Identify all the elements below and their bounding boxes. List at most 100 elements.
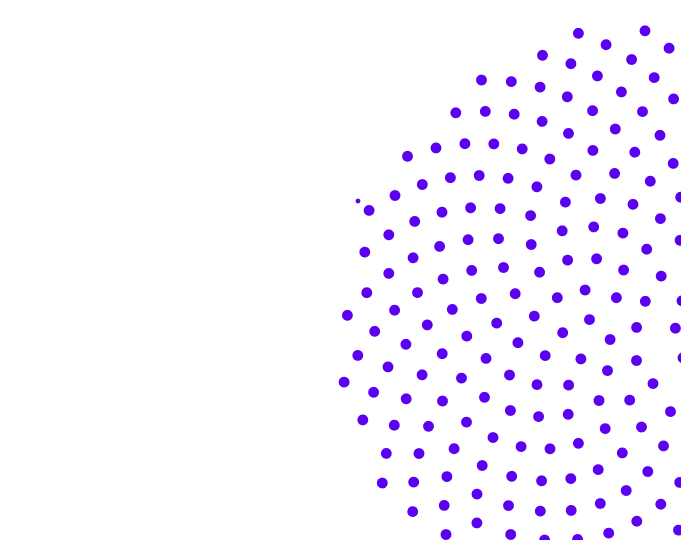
pattern-dot xyxy=(357,414,369,426)
pattern-dot xyxy=(438,500,450,511)
pattern-dot xyxy=(565,505,577,516)
pattern-dot xyxy=(670,322,681,334)
pattern-dot xyxy=(409,216,421,227)
pattern-dot xyxy=(544,153,556,165)
pattern-dot xyxy=(437,395,448,407)
pattern-dot xyxy=(609,123,621,135)
pattern-dot xyxy=(673,524,681,536)
pattern-dot xyxy=(471,488,483,500)
pattern-dot xyxy=(534,505,546,517)
pattern-dot xyxy=(462,234,474,246)
pattern-dot xyxy=(480,353,492,364)
pattern-dot xyxy=(642,466,654,477)
pattern-dot xyxy=(631,515,643,527)
pattern-dot xyxy=(461,330,473,342)
pattern-dot xyxy=(505,405,516,416)
pattern-dot xyxy=(400,338,412,350)
pattern-dot xyxy=(493,233,504,245)
pattern-dot xyxy=(416,179,428,190)
pattern-dot xyxy=(436,206,448,218)
pattern-dot xyxy=(631,322,642,333)
pattern-dot xyxy=(676,295,681,307)
pattern-dot xyxy=(655,270,667,282)
pattern-dot xyxy=(595,193,606,204)
pattern-dot xyxy=(505,529,517,540)
pattern-dot xyxy=(575,353,587,365)
pattern-dot xyxy=(502,172,514,184)
pattern-dot xyxy=(505,76,517,87)
pattern-dot xyxy=(363,205,375,216)
pattern-dot xyxy=(466,265,478,276)
pattern-dot xyxy=(557,327,569,339)
pattern-dot xyxy=(479,106,491,117)
pattern-dot xyxy=(644,175,656,187)
pattern-dot xyxy=(556,225,568,237)
pattern-dot xyxy=(531,379,543,390)
pattern-dot xyxy=(592,70,603,82)
pattern-dot xyxy=(591,253,602,265)
pattern-dot xyxy=(421,319,433,331)
dot-group xyxy=(338,25,681,540)
pattern-dot xyxy=(600,39,612,51)
pattern-dot xyxy=(565,473,577,484)
pattern-dot xyxy=(512,337,524,349)
pattern-dot xyxy=(639,295,651,307)
pattern-dot xyxy=(562,254,573,266)
pattern-dot xyxy=(440,529,452,540)
pattern-dot xyxy=(525,210,536,222)
pattern-dot xyxy=(473,170,485,181)
pattern-dot xyxy=(584,314,595,325)
pattern-dot xyxy=(402,150,413,162)
pattern-dot xyxy=(503,500,514,511)
pattern-dot xyxy=(412,287,423,298)
pattern-dot xyxy=(674,477,681,488)
pattern-dot xyxy=(604,334,616,345)
pattern-dot xyxy=(639,25,651,37)
pattern-dot xyxy=(551,292,563,304)
pattern-dot xyxy=(675,191,681,203)
pattern-dot xyxy=(445,172,456,184)
pattern-dot xyxy=(534,81,546,93)
pattern-dot xyxy=(563,379,574,391)
pattern-dot xyxy=(441,471,453,482)
pattern-dot xyxy=(456,372,467,384)
pattern-dot xyxy=(508,108,520,120)
pattern-dot xyxy=(491,317,503,329)
pattern-dot xyxy=(536,116,548,127)
pattern-dot xyxy=(516,143,528,155)
pattern-dot xyxy=(593,395,605,406)
pattern-dot xyxy=(616,86,627,98)
pattern-dot xyxy=(594,498,606,509)
pattern-dot xyxy=(488,138,500,150)
pattern-dot xyxy=(655,498,667,510)
pattern-dot xyxy=(570,169,582,181)
pattern-dot xyxy=(476,74,487,86)
pattern-dot xyxy=(665,406,676,417)
pattern-dot xyxy=(504,369,515,381)
pattern-dot xyxy=(369,325,381,337)
pattern-dot xyxy=(573,27,584,39)
pattern-dot xyxy=(408,476,420,488)
pattern-dot xyxy=(587,105,598,117)
pattern-dot xyxy=(494,203,506,215)
pattern-dot xyxy=(380,448,392,459)
pattern-dot xyxy=(487,432,499,443)
pattern-dot xyxy=(430,142,442,154)
pattern-dot xyxy=(641,243,653,255)
pattern-dot xyxy=(674,234,681,246)
pattern-dot xyxy=(562,408,574,420)
pattern-dot xyxy=(611,292,622,304)
pattern-dot xyxy=(629,146,641,158)
pattern-dot xyxy=(498,262,509,273)
pattern-dot xyxy=(531,181,543,193)
pattern-dot xyxy=(616,447,628,459)
pattern-dot xyxy=(423,420,434,432)
pattern-dot xyxy=(572,534,583,540)
pattern-dot xyxy=(624,394,636,406)
pattern-dot xyxy=(383,229,395,241)
pattern-dot xyxy=(342,309,353,321)
pattern-dot xyxy=(588,221,600,233)
pattern-dot xyxy=(620,485,632,496)
pattern-dot xyxy=(648,72,660,83)
